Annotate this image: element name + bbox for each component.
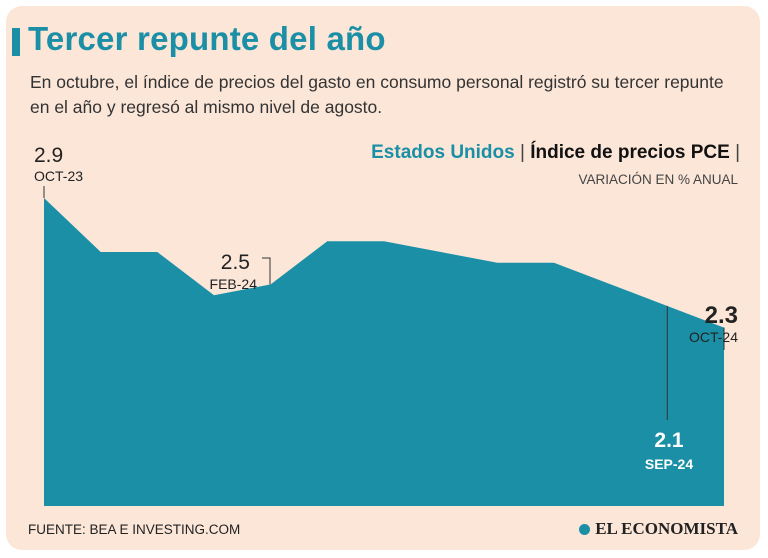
- annotation-value-feb-24: 2.5: [221, 251, 250, 274]
- area-series: [44, 198, 724, 506]
- annotation-date-sep-24: SEP-24: [645, 456, 693, 472]
- annotation-date-oct-24: OCT-24: [689, 329, 738, 345]
- variation-label: VARIACIÓN EN % ANUAL: [578, 172, 738, 187]
- annotation-date-oct-23: OCT-23: [34, 168, 83, 184]
- header-separator-1: |: [519, 142, 525, 163]
- brand-name: EL ECONOMISTA: [595, 519, 738, 538]
- annotation-leader-feb-24: [262, 257, 271, 285]
- country-label: Estados Unidos: [371, 142, 515, 163]
- source-note: FUENTE: BEA E INVESTING.COM: [28, 522, 241, 537]
- title-accent-bar: [12, 28, 20, 56]
- el-economista-logo-icon: [579, 523, 591, 535]
- annotation-value-oct-24: 2.3: [705, 302, 738, 329]
- annotation-date-feb-24: FEB-24: [210, 276, 258, 292]
- chart-header: Estados Unidos | Índice de precios PCE |: [371, 142, 740, 164]
- annotation-value-oct-23: 2.9: [34, 144, 63, 167]
- brand-logo: EL ECONOMISTA: [579, 519, 738, 539]
- page-subtitle: En octubre, el índice de precios del gas…: [30, 72, 724, 117]
- page-title: Tercer repunte del año: [28, 20, 386, 57]
- annotation-value-sep-24: 2.1: [654, 429, 684, 452]
- index-name-label: Índice de precios PCE: [530, 142, 730, 163]
- header-separator-2: |: [735, 142, 740, 163]
